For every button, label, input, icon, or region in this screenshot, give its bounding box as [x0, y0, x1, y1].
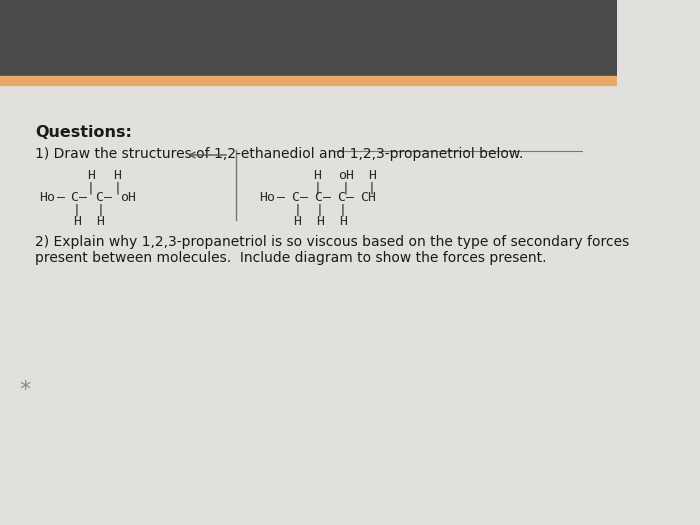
Text: H: H: [113, 169, 121, 182]
Text: Ho: Ho: [259, 191, 275, 204]
Text: oH: oH: [120, 191, 136, 204]
Text: H: H: [316, 215, 324, 228]
Bar: [0, 76, 617, 86]
Text: present between molecules.  Include diagram to show the forces present.: present between molecules. Include diagr…: [35, 251, 547, 265]
Text: |: |: [339, 203, 347, 216]
Text: |: |: [342, 181, 350, 194]
Text: C: C: [314, 191, 322, 204]
Text: H: H: [293, 215, 301, 228]
Text: —: —: [346, 191, 354, 204]
Text: —: —: [57, 191, 65, 204]
Text: H: H: [87, 169, 94, 182]
Text: —: —: [277, 191, 285, 204]
Text: *: *: [20, 380, 31, 400]
Text: CH: CH: [360, 191, 376, 204]
Text: 2) Explain why 1,2,3-propanetriol is so viscous based on the type of secondary f: 2) Explain why 1,2,3-propanetriol is so …: [35, 235, 629, 249]
Text: H: H: [339, 215, 347, 228]
Text: C: C: [71, 191, 78, 204]
Text: H: H: [97, 215, 104, 228]
Text: Questions:: Questions:: [35, 125, 132, 140]
Bar: [0, 0, 617, 76]
Text: 1) Draw the structures of 1,2-ethanediol and 1,2,3-propanetriol below.: 1) Draw the structures of 1,2-ethanediol…: [35, 147, 524, 161]
Text: —: —: [104, 191, 112, 204]
Text: |: |: [113, 181, 121, 194]
Text: |: |: [314, 181, 321, 194]
Text: —: —: [323, 191, 330, 204]
Text: —: —: [79, 191, 88, 204]
Text: |: |: [316, 203, 324, 216]
Text: oH: oH: [337, 169, 354, 182]
Text: H: H: [73, 215, 80, 228]
Text: |: |: [87, 181, 94, 194]
Text: H: H: [314, 169, 321, 182]
Text: |: |: [293, 203, 301, 216]
Text: —: —: [300, 191, 308, 204]
Text: Ho: Ho: [38, 191, 55, 204]
Text: C: C: [337, 191, 345, 204]
Text: |: |: [368, 181, 376, 194]
Text: |: |: [97, 203, 104, 216]
Text: C: C: [291, 191, 299, 204]
Text: |: |: [73, 203, 80, 216]
Text: H: H: [368, 169, 376, 182]
Text: C: C: [95, 191, 103, 204]
